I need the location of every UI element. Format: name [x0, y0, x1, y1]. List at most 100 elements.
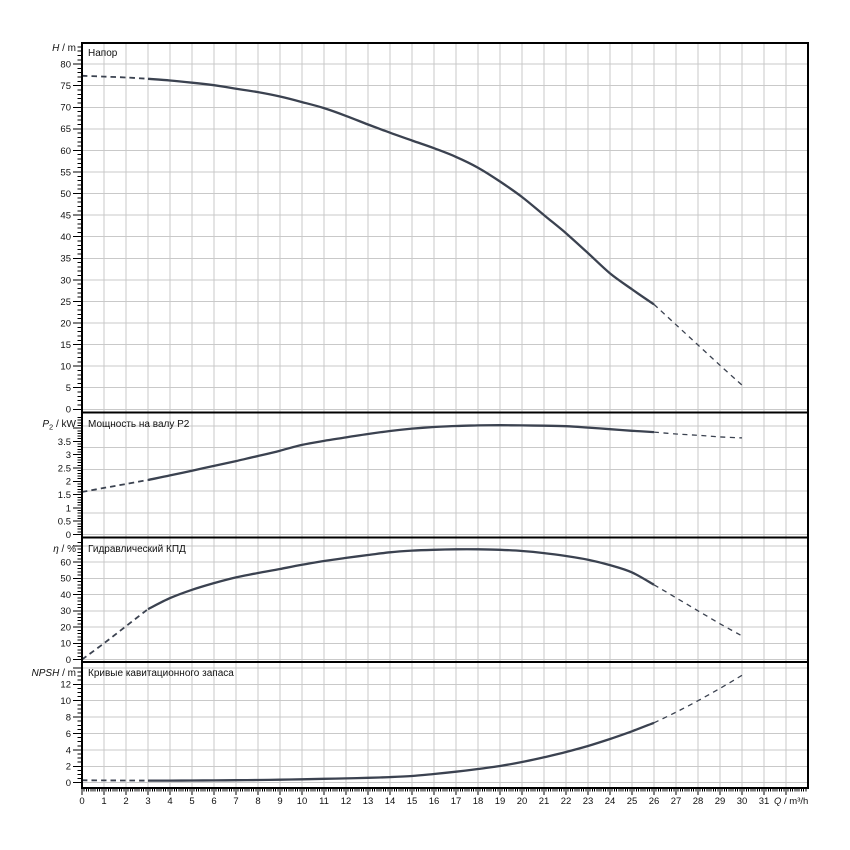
x-tick-label: 20: [517, 796, 528, 807]
curve-segment: [147, 424, 655, 482]
x-tick-label: 21: [539, 796, 550, 807]
x-tick-label: 0: [79, 796, 84, 807]
x-tick-label: 28: [693, 796, 704, 807]
y-tick-label: 3.5: [58, 437, 71, 448]
head-axis-unit-label: H / m: [52, 43, 76, 54]
curve-segment: [83, 479, 149, 493]
y-tick-label: 0: [66, 405, 71, 416]
x-tick-label: 26: [649, 796, 660, 807]
y-tick-label: 20: [60, 318, 71, 329]
y-tick-label: 80: [60, 60, 71, 71]
x-tick-label: 22: [561, 796, 572, 807]
y-tick-label: 60: [60, 146, 71, 157]
x-tick-label: 7: [233, 796, 238, 807]
y-tick-label: 70: [60, 103, 71, 114]
x-tick-label: 5: [189, 796, 194, 807]
x-tick-label: 15: [407, 796, 418, 807]
y-tick-label: 0.5: [58, 517, 71, 528]
x-tick-label: 30: [737, 796, 748, 807]
y-tick-label: 65: [60, 124, 71, 135]
shaft-power-axis-unit-label: P2 / kW: [42, 419, 76, 432]
y-tick-label: 0: [66, 655, 71, 666]
y-tick-label: 12: [60, 680, 71, 691]
x-tick-label: 12: [341, 796, 352, 807]
x-tick-label: 3: [145, 796, 150, 807]
x-tick-label: 25: [627, 796, 638, 807]
efficiency-axis-unit-label: η / %: [53, 544, 76, 555]
y-tick-label: 1.5: [58, 490, 71, 501]
flow-axis-unit-label: Q / m³/h: [774, 796, 808, 807]
x-tick-label: 2: [123, 796, 128, 807]
curve-segment: [653, 584, 743, 637]
curve-segment: [653, 303, 743, 386]
y-tick-label: 75: [60, 81, 71, 92]
y-tick-label: 10: [60, 696, 71, 707]
y-tick-label: 0: [66, 778, 71, 789]
y-tick-label: 60: [60, 557, 71, 568]
y-tick-label: 2: [66, 477, 71, 488]
performance-curves: [83, 74, 743, 782]
x-tick-label: 18: [473, 796, 484, 807]
x-tick-label: 9: [277, 796, 282, 807]
curve-segment: [147, 721, 655, 782]
x-tick-label: 10: [297, 796, 308, 807]
x-tick-label: 29: [715, 796, 726, 807]
y-tick-label: 50: [60, 189, 71, 200]
y-tick-label: 8: [66, 713, 71, 724]
x-tick-label: 1: [101, 796, 106, 807]
grid-lines: [82, 43, 808, 788]
x-tick-label: 11: [319, 796, 329, 807]
curve-npsh: [83, 674, 743, 782]
curve-efficiency: [83, 548, 743, 660]
plot-frame: [81, 42, 809, 789]
y-tick-label: 20: [60, 622, 71, 633]
y-tick-label: 3: [66, 450, 71, 461]
x-tick-label: 27: [671, 796, 682, 807]
x-tick-label: 19: [495, 796, 506, 807]
efficiency-subplot-title: Гидравлический КПД: [88, 544, 186, 555]
x-tick-label: 31: [759, 796, 770, 807]
axis-tick-labels: 0510152025303540455055606570758000.511.5…: [58, 60, 770, 808]
y-tick-label: 50: [60, 574, 71, 585]
x-tick-label: 24: [605, 796, 616, 807]
y-tick-label: 10: [60, 362, 71, 373]
curve-segment: [83, 608, 149, 660]
curve-segment: [653, 674, 743, 724]
x-tick-label: 17: [451, 796, 462, 807]
y-tick-label: 55: [60, 167, 71, 178]
x-tick-label: 8: [255, 796, 260, 807]
y-tick-label: 4: [66, 745, 71, 756]
y-tick-label: 40: [60, 590, 71, 601]
y-tick-label: 35: [60, 254, 71, 265]
curve-segment: [147, 77, 655, 306]
y-tick-label: 10: [60, 639, 71, 650]
y-tick-label: 1: [66, 503, 71, 514]
head-subplot-title: Напор: [88, 48, 118, 59]
y-tick-label: 6: [66, 729, 71, 740]
shaft-power-subplot-title: Мощность на валу P2: [88, 419, 190, 430]
y-tick-label: 30: [60, 275, 71, 286]
x-tick-label: 13: [363, 796, 374, 807]
x-tick-label: 14: [385, 796, 396, 807]
plot-border: [81, 42, 809, 789]
y-tick-label: 25: [60, 297, 71, 308]
curve-shaft-power: [83, 424, 743, 493]
y-tick-label: 5: [66, 383, 71, 394]
curve-segment: [147, 548, 655, 611]
y-tick-label: 45: [60, 211, 71, 222]
x-tick-label: 4: [167, 796, 172, 807]
curve-segment: [83, 74, 149, 80]
y-tick-label: 2: [66, 762, 71, 773]
x-tick-label: 23: [583, 796, 594, 807]
x-tick-label: 6: [211, 796, 216, 807]
curve-head: [83, 74, 743, 386]
x-tick-label: 16: [429, 796, 440, 807]
npsh-axis-unit-label: NPSH / m: [32, 668, 76, 679]
y-tick-label: 30: [60, 606, 71, 617]
y-tick-label: 40: [60, 232, 71, 243]
y-tick-label: 15: [60, 340, 71, 351]
y-tick-label: 0: [66, 530, 71, 541]
y-tick-label: 2.5: [58, 463, 71, 474]
axis-ticks: [73, 46, 807, 795]
